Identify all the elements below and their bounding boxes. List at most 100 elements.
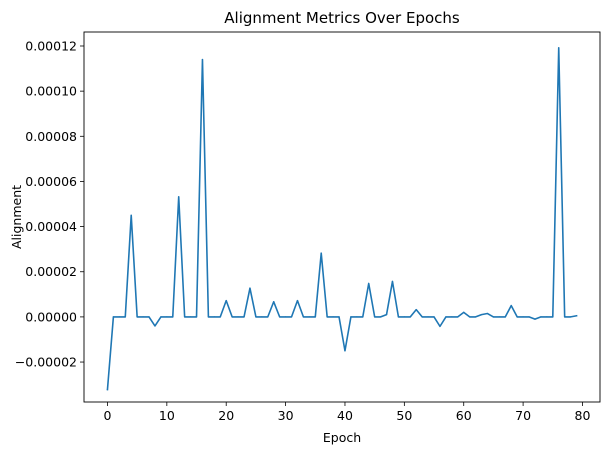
x-tick-label: 70 [515,408,531,423]
data-point [332,316,334,318]
data-point [160,316,162,318]
chart-title: Alignment Metrics Over Epochs [224,9,460,27]
data-point [421,316,423,318]
data-point [546,316,548,318]
y-tick-label: 0.00002 [25,264,77,279]
data-point [136,316,138,318]
data-point [184,316,186,318]
data-point [237,316,239,318]
data-point [195,316,198,318]
y-tick-label: 0.00004 [25,219,77,234]
data-point [273,301,275,303]
data-point [166,316,168,318]
data-point [130,214,132,216]
data-point [575,315,578,317]
x-tick-label: 50 [396,408,412,423]
data-point [178,196,180,198]
x-axis-label: Epoch [323,430,361,445]
data-point [243,316,245,318]
data-point [362,316,364,318]
data-point [148,316,150,318]
data-point [112,316,114,318]
data-point [486,312,489,315]
data-point [213,316,215,318]
y-axis-label: Alignment [9,185,24,249]
data-point [326,316,328,318]
x-tick-label: 20 [218,408,234,423]
data-point [403,316,405,318]
data-point [558,47,560,49]
data-point [350,316,352,318]
data-point [540,316,542,318]
data-point [439,325,441,327]
data-point [415,309,417,311]
data-point [427,316,429,318]
data-point [498,316,500,318]
data-point [451,316,453,318]
y-tick-label: −0.00002 [15,355,77,370]
data-point [142,316,144,318]
data-point [457,316,459,318]
data-point [374,316,376,318]
data-point [397,316,400,318]
x-tick-label: 60 [456,408,472,423]
data-point [528,316,530,318]
data-point [296,300,299,302]
y-tick-label: 0.00012 [25,38,77,53]
data-point [552,316,554,318]
data-point [118,316,120,318]
plot-frame [83,31,601,403]
data-point [308,316,310,318]
x-tick-label: 40 [337,408,353,423]
data-point [344,350,346,352]
data-point [267,316,269,318]
data-point [534,318,536,320]
data-point [290,316,293,318]
data-point [255,316,257,318]
data-point [391,280,394,283]
x-tick-label: 30 [278,408,294,423]
data-point [504,316,506,318]
data-point [231,316,233,318]
data-point [279,316,281,318]
data-point [368,282,370,285]
x-tick-label: 80 [575,408,591,423]
data-point [106,388,109,391]
data-point [433,316,435,318]
x-tick-label: 0 [103,408,111,423]
data-point [201,58,204,61]
data-point [172,316,174,318]
data-point [463,311,465,313]
data-point [302,316,304,318]
data-point [385,314,388,316]
y-tick-label: 0.00006 [25,174,77,189]
data-point [154,325,156,327]
data-point [284,316,287,318]
data-point [320,252,322,254]
data-point [469,316,471,318]
data-point [492,316,495,318]
data-point [207,316,209,318]
y-tick-label: 0.00000 [25,309,77,324]
data-point [219,316,221,318]
x-tick-label: 10 [159,408,175,423]
data-point [409,316,411,318]
series-line [106,46,578,391]
data-point [522,316,524,318]
data-point [124,316,126,318]
y-tick-label: 0.00010 [25,84,77,99]
data-point [570,316,572,318]
data-point [445,316,447,318]
data-point [356,316,358,318]
y-tick-label: 0.00008 [25,129,77,144]
data-point [225,300,227,302]
data-point [380,316,382,318]
data-point [475,316,477,318]
data-point [516,316,518,318]
data-point [510,305,512,307]
data-point [564,316,566,318]
data-point [338,316,340,318]
data-point [314,316,316,318]
